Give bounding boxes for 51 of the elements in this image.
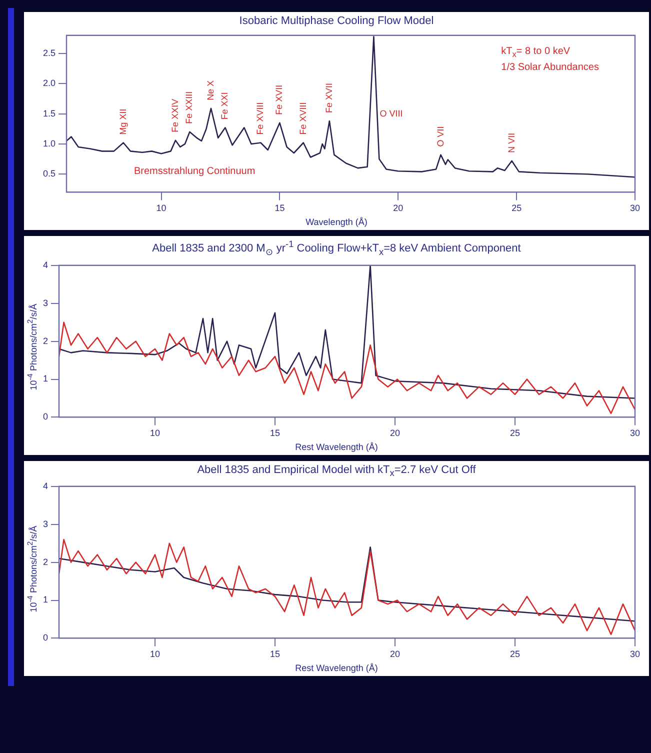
y-tick-label: 2 bbox=[42, 336, 48, 346]
x-tick-label: 30 bbox=[630, 649, 640, 660]
annotation: N VII bbox=[506, 132, 516, 153]
chart-title: Abell 1835 and Empirical Model with kT$_{x}$=2.7 keV Cut Off bbox=[196, 462, 477, 478]
annotation: Fe XXIV bbox=[170, 98, 180, 132]
x-tick-label: 15 bbox=[274, 203, 285, 214]
annotation: 1/3 Solar Abundances bbox=[501, 61, 599, 74]
x-tick-label: 10 bbox=[150, 649, 160, 660]
x-tick-label: 20 bbox=[393, 203, 404, 214]
y-tick-label: 0.5 bbox=[42, 168, 56, 179]
x-tick-label: 15 bbox=[270, 428, 280, 438]
y-tick-label: 1.5 bbox=[42, 108, 56, 118]
chart-title: Abell 1835 and 2300 M$_{⊙}$ yr$^{-1}$ Cooling Flow+kT$_{x}$=8 keV Ambient Component bbox=[151, 238, 522, 257]
y-tick-label: 3 bbox=[42, 518, 48, 529]
y-tick-label: 2 bbox=[42, 556, 48, 567]
x-tick-label: 30 bbox=[630, 203, 640, 214]
x-tick-label: 25 bbox=[510, 649, 520, 660]
y-tick-label: 1 bbox=[42, 594, 48, 605]
y-tick-label: 2.5 bbox=[42, 48, 56, 58]
annotation: Fe XVIII bbox=[298, 102, 308, 135]
x-tick-label: 20 bbox=[390, 649, 400, 660]
y-tick-label: 3 bbox=[42, 298, 48, 308]
y-tick-label: 2.0 bbox=[42, 78, 56, 88]
y-tick-label: 0 bbox=[42, 632, 48, 643]
x-axis-title: Rest Wavelength (Å) bbox=[294, 663, 379, 676]
annotation: Fe XXIII bbox=[184, 91, 194, 124]
annotation: Fe XVIII bbox=[255, 102, 266, 135]
annotation: kT$_{x}$= 8 to 0 keV bbox=[501, 45, 572, 61]
y-tick-label: 4 bbox=[42, 480, 48, 491]
chart-title: Isobaric Multiphase Cooling Flow Model bbox=[238, 14, 435, 27]
y-tick-label: 4 bbox=[42, 260, 48, 270]
annotation: Mg XII bbox=[118, 108, 128, 135]
x-axis-title: Wavelength (Å) bbox=[304, 217, 368, 229]
annotation: Fe XXI bbox=[220, 92, 230, 120]
annotation: Ne X bbox=[205, 80, 216, 100]
x-tick-label: 10 bbox=[156, 203, 166, 214]
x-tick-label: 20 bbox=[390, 428, 400, 438]
x-axis-title: Rest Wavelength (Å) bbox=[294, 442, 379, 454]
annotation: Bremsstrahlung Continuum bbox=[134, 166, 256, 177]
y-tick-label: 0 bbox=[42, 412, 48, 422]
annotation: Fe XVII bbox=[274, 84, 284, 115]
x-tick-label: 15 bbox=[270, 649, 280, 660]
y-tick-label: 1 bbox=[42, 374, 48, 384]
y-tick-label: 1.0 bbox=[42, 138, 56, 148]
x-tick-label: 25 bbox=[510, 428, 520, 438]
annotation: Fe XVII bbox=[324, 83, 334, 114]
annotation: O VII bbox=[435, 126, 446, 147]
x-tick-label: 10 bbox=[150, 428, 160, 438]
x-tick-label: 30 bbox=[630, 428, 640, 438]
annotation: O VIII bbox=[380, 108, 403, 118]
x-tick-label: 25 bbox=[512, 203, 522, 214]
